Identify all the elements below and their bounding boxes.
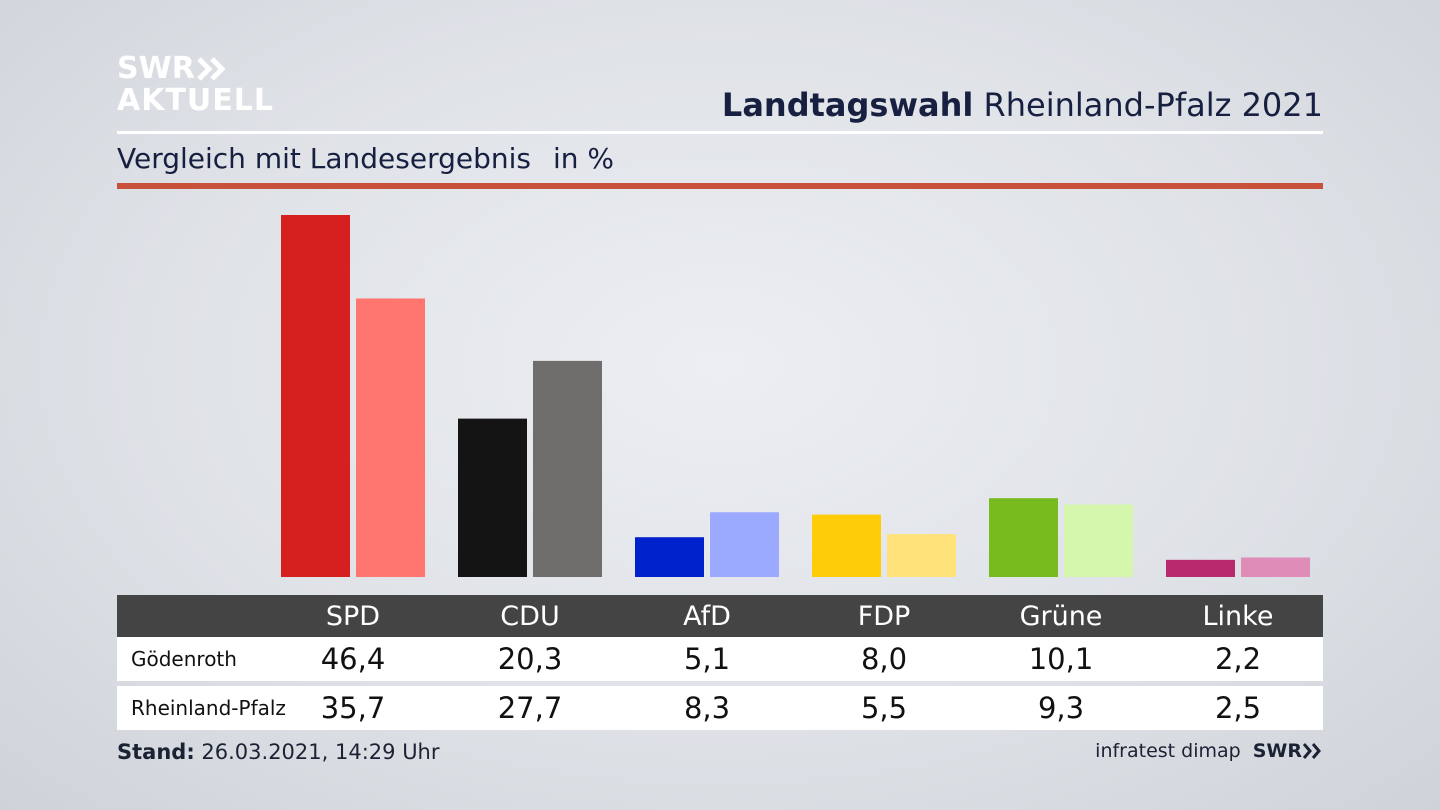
value-cell: 20,3 — [497, 642, 563, 676]
value-cell: 5,1 — [683, 642, 731, 676]
row-label: Gödenroth — [131, 647, 237, 671]
double-chevron-icon — [1303, 743, 1321, 759]
value-cell: 46,4 — [320, 642, 386, 676]
results-table: SPD CDU AfD FDP Grüne Linke Gödenroth 46,4 20,… — [117, 595, 1323, 730]
bar-grne-series1 — [1064, 504, 1133, 577]
category-label: Linke — [1202, 600, 1274, 632]
bar-linke-series1 — [1241, 557, 1310, 577]
title-bold: Landtagswahl — [721, 86, 974, 124]
row-label: Rheinland-Pfalz — [131, 696, 286, 720]
bar-chart — [281, 215, 1310, 577]
bar-spd-series0 — [281, 215, 350, 577]
stand-label: Stand: — [117, 740, 195, 764]
table-row: Rheinland-Pfalz 35,7 27,7 8,3 5,5 9,3 2,5 — [117, 686, 1323, 730]
source-credit: infratest dimap SWR — [1095, 740, 1323, 762]
value-cell: 10,1 — [1028, 642, 1094, 676]
value-cell: 27,7 — [497, 691, 563, 725]
double-chevron-icon — [197, 57, 226, 81]
title-divider — [117, 131, 1323, 134]
bar-afd-series1 — [710, 512, 779, 577]
value-cell: 8,0 — [860, 642, 908, 676]
bar-afd-series0 — [635, 537, 704, 577]
table-row: Gödenroth 46,4 20,3 5,1 8,0 10,1 2,2 — [117, 637, 1323, 681]
category-label: Grüne — [1019, 600, 1103, 632]
bar-grne-series0 — [989, 498, 1058, 577]
bar-spd-series1 — [356, 298, 425, 577]
bar-fdp-series0 — [812, 514, 881, 577]
value-cell: 2,5 — [1214, 691, 1262, 725]
bar-cdu-series0 — [458, 418, 527, 577]
chart-subtitle: Vergleich mit Landesergebnis in % — [117, 142, 614, 175]
stand-value: 26.03.2021, 14:29 Uhr — [201, 740, 440, 764]
value-cell: 2,2 — [1214, 642, 1262, 676]
category-label: AfD — [683, 600, 731, 632]
accent-divider — [117, 183, 1323, 189]
value-cell: 5,5 — [860, 691, 908, 725]
logo-line1: SWR — [117, 51, 195, 86]
brand-text: SWR — [1252, 740, 1302, 762]
swr-aktuell-logo: SWR AKTUELL — [117, 54, 274, 118]
timestamp: Stand: 26.03.2021, 14:29 Uhr — [117, 740, 440, 764]
logo-line2: AKTUELL — [117, 83, 275, 118]
value-cell: 8,3 — [683, 691, 731, 725]
table-header: SPD CDU AfD FDP Grüne Linke — [117, 595, 1323, 637]
page-title: Landtagswahl Rheinland-Pfalz 2021 — [722, 86, 1323, 124]
title-rest: Rheinland-Pfalz 2021 — [983, 86, 1323, 124]
category-label: FDP — [857, 600, 911, 632]
value-cell: 9,3 — [1037, 691, 1085, 725]
subtitle-text: Vergleich mit Landesergebnis — [117, 142, 531, 175]
category-label: CDU — [500, 600, 560, 632]
value-cell: 35,7 — [320, 691, 386, 725]
subtitle-unit: in % — [552, 142, 615, 175]
category-label: SPD — [325, 600, 381, 632]
source-text: infratest dimap — [1095, 740, 1241, 762]
bar-linke-series0 — [1166, 559, 1235, 577]
bar-cdu-series1 — [533, 360, 602, 577]
bar-fdp-series1 — [887, 534, 956, 577]
swr-brand: SWR — [1253, 740, 1323, 762]
